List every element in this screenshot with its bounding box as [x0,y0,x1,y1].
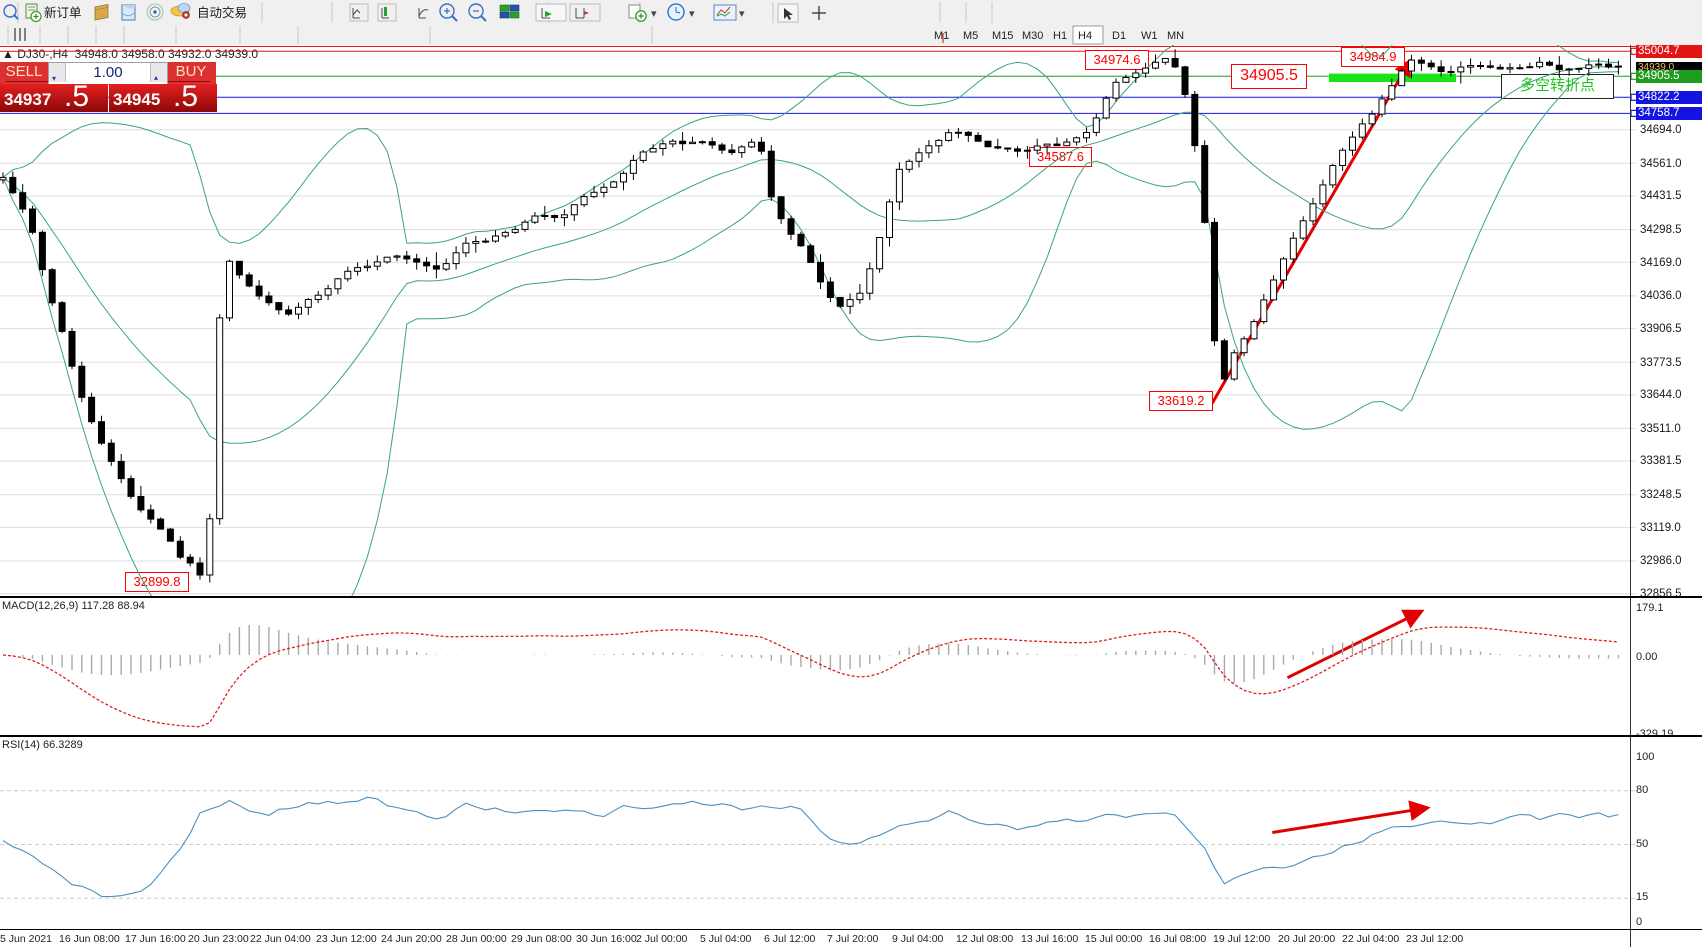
svg-text:M1: M1 [934,30,949,42]
svg-text:MN: MN [1167,30,1184,42]
svg-text:M30: M30 [1022,30,1043,42]
svg-text:M5: M5 [963,30,978,42]
svg-text:D1: D1 [1112,30,1126,42]
svg-text:W1: W1 [1141,30,1158,42]
svg-text:H1: H1 [1053,30,1067,42]
svg-text:M15: M15 [992,30,1013,42]
svg-text:新订单: 新订单 [44,5,82,20]
svg-text:▾: ▾ [739,8,745,20]
svg-text:自动交易: 自动交易 [197,5,247,20]
svg-text:▾: ▾ [689,8,695,20]
svg-text:H4: H4 [1078,30,1092,42]
svg-text:▾: ▾ [651,8,657,20]
